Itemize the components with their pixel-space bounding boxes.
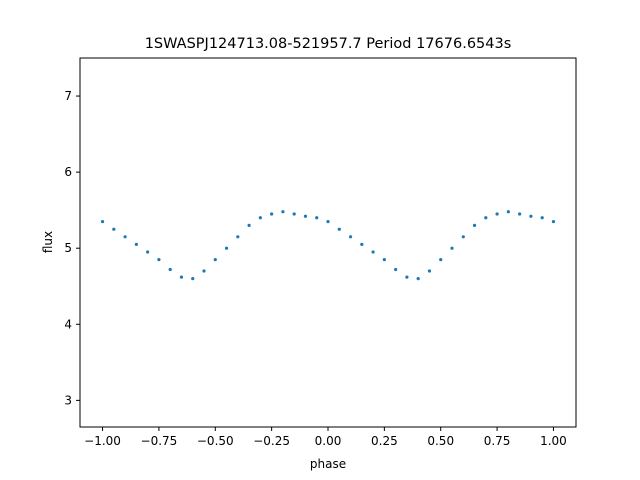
data-point	[157, 258, 161, 262]
y-tick-label: 7	[64, 89, 72, 103]
data-point	[450, 246, 454, 250]
data-point	[348, 235, 353, 239]
data-point	[326, 219, 330, 224]
data-point	[337, 227, 341, 231]
data-point	[472, 223, 477, 227]
data-point	[202, 269, 206, 273]
data-point	[439, 258, 443, 262]
x-tick-label: −1.00	[84, 434, 121, 448]
data-point	[405, 275, 409, 279]
data-point	[427, 269, 432, 273]
data-point	[416, 277, 420, 281]
data-point	[315, 216, 319, 220]
data-point	[292, 212, 296, 216]
data-point	[236, 235, 240, 239]
data-point	[461, 235, 465, 239]
data-point	[371, 250, 375, 254]
x-tick-label: −0.50	[197, 434, 234, 448]
data-point	[529, 214, 533, 218]
data-points	[100, 210, 556, 281]
x-axis-label: phase	[310, 457, 346, 471]
x-axis-ticks: −1.00 −0.75 −0.50 −0.25 0.00 0.25 0.50 0.75 1.00	[84, 427, 567, 448]
x-tick-label: 0.50	[427, 434, 454, 448]
data-point	[224, 246, 229, 250]
data-point	[168, 267, 172, 272]
y-axis-label: flux	[41, 231, 55, 253]
x-tick-label: −0.25	[253, 434, 290, 448]
data-point	[484, 216, 488, 220]
data-point	[100, 219, 105, 224]
data-point	[551, 219, 556, 224]
data-point	[123, 235, 127, 239]
data-point	[360, 242, 364, 246]
data-point	[270, 212, 274, 216]
x-tick-label: 0.25	[371, 434, 398, 448]
data-point	[506, 210, 510, 214]
y-tick-label: 3	[64, 393, 72, 407]
data-point	[382, 258, 386, 262]
y-tick-label: 6	[64, 165, 72, 179]
data-point	[112, 227, 116, 231]
data-point	[213, 258, 217, 262]
plot-frame	[79, 57, 577, 428]
data-point	[394, 267, 398, 272]
data-point	[179, 275, 184, 279]
data-point	[247, 223, 251, 227]
y-axis-ticks: 3 4 5 6 7	[64, 89, 80, 407]
chart-title: 1SWASPJ124713.08-521957.7 Period 17676.6…	[145, 36, 512, 52]
y-tick-label: 5	[64, 241, 72, 255]
data-point	[191, 277, 195, 281]
data-point	[146, 250, 150, 254]
data-point	[518, 212, 522, 216]
y-tick-label: 4	[64, 317, 72, 331]
x-tick-label: 0.00	[315, 434, 342, 448]
data-point	[134, 242, 138, 246]
data-point	[495, 212, 499, 216]
x-tick-label: 0.75	[484, 434, 511, 448]
data-point	[281, 210, 285, 214]
x-tick-label: 1.00	[540, 434, 567, 448]
data-point	[303, 214, 308, 218]
data-point	[540, 216, 544, 220]
data-point	[258, 216, 262, 220]
x-tick-label: −0.75	[141, 434, 178, 448]
